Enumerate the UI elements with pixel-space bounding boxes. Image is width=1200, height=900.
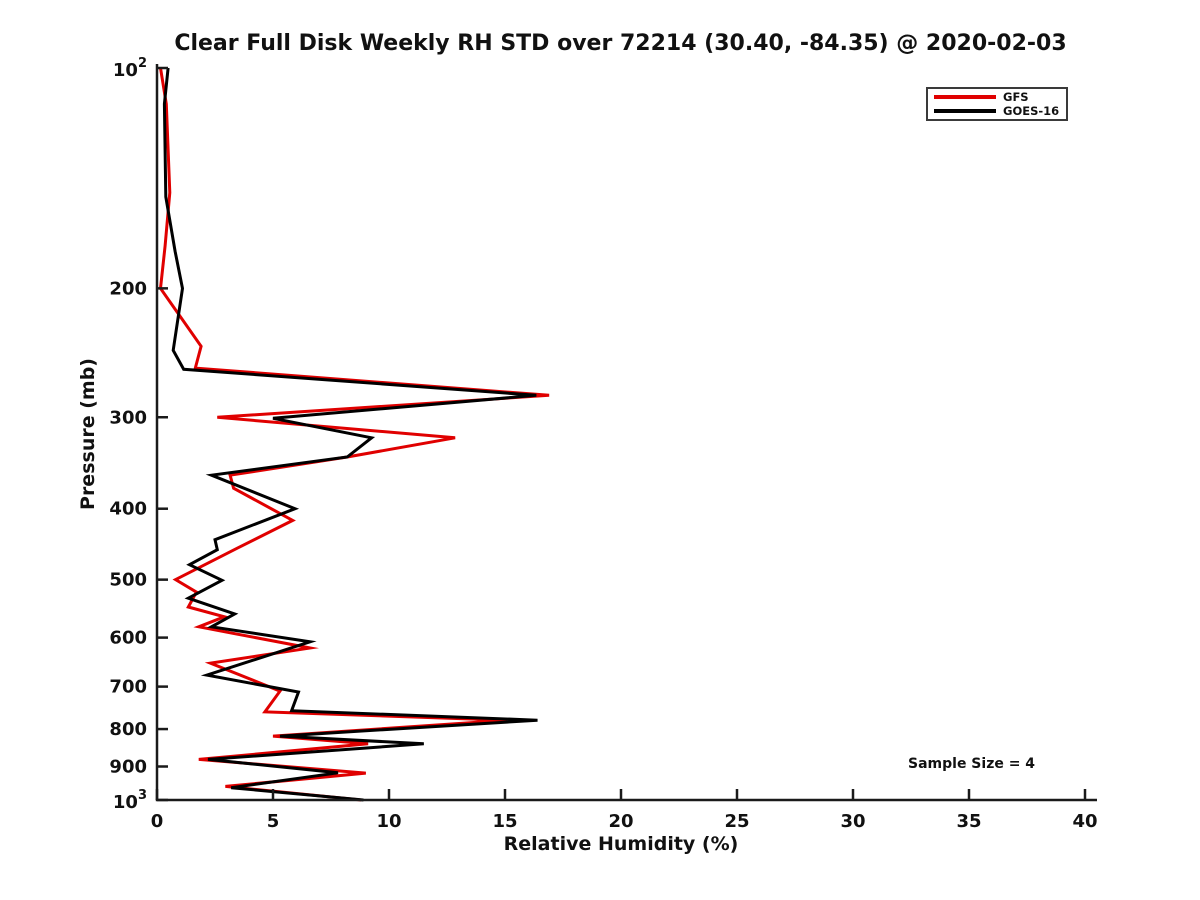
x-tick-label: 10 [376, 811, 401, 832]
y-axis-label: Pressure (mb) [77, 358, 99, 510]
y-tick-label: 102 [113, 56, 147, 81]
series-line-goes-16 [162, 67, 538, 802]
chart-title: Clear Full Disk Weekly RH STD over 72214… [174, 31, 1067, 56]
x-tick-label: 20 [608, 811, 633, 832]
legend-label: GOES-16 [1003, 103, 1060, 118]
x-axis-label: Relative Humidity (%) [503, 833, 739, 855]
y-tick-label: 700 [109, 677, 147, 698]
legend-item-gfs: GFS [934, 91, 1060, 103]
axes-spines [155, 64, 1097, 802]
y-tick-label: 103 [113, 788, 147, 813]
y-tick-label: 900 [109, 757, 147, 778]
legend-line-swatch [934, 108, 996, 113]
legend-label: GFS [1003, 90, 1029, 105]
y-tick-label: 300 [109, 407, 147, 428]
legend-line-swatch [934, 95, 996, 100]
sample-size-annotation: Sample Size = 4 [908, 756, 1036, 772]
legend: GFS GOES-16 [926, 87, 1068, 121]
y-axis-ticks: 102 200 300 400 500 600 700 800 900 103 [109, 56, 168, 813]
y-tick-label: 600 [109, 628, 147, 649]
x-tick-label: 15 [492, 811, 517, 832]
x-tick-label: 25 [724, 811, 749, 832]
series-line-gfs [158, 67, 550, 802]
x-tick-label: 30 [840, 811, 865, 832]
series-lines [158, 67, 550, 802]
x-tick-label: 35 [956, 811, 981, 832]
y-tick-label: 200 [109, 278, 147, 299]
y-tick-label: 400 [109, 499, 147, 520]
legend-item-goes-16: GOES-16 [934, 105, 1060, 117]
x-tick-label: 0 [151, 811, 164, 832]
y-tick-label: 500 [109, 570, 147, 591]
y-tick-label: 800 [109, 719, 147, 740]
x-tick-label: 40 [1072, 811, 1097, 832]
x-tick-label: 5 [267, 811, 280, 832]
x-axis-ticks: 0 5 10 15 20 25 30 35 40 [151, 789, 1098, 832]
